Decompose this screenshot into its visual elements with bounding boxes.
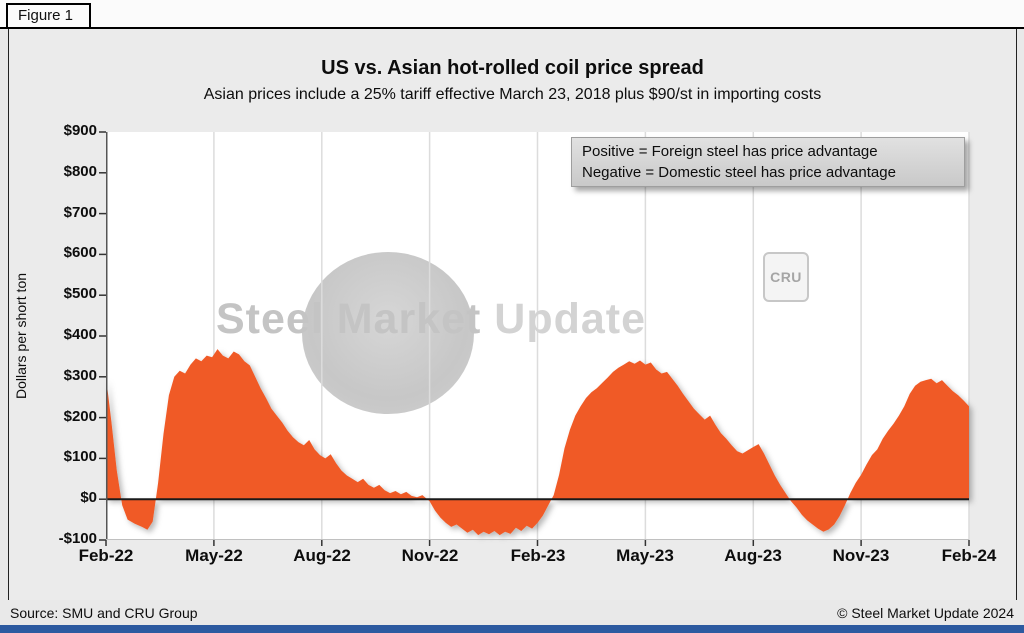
chart-subtitle: Asian prices include a 25% tariff effect… [203, 86, 822, 103]
x-axis-tick-label: May-22 [185, 546, 243, 565]
cru-badge-label: CRU [770, 269, 802, 285]
footer-source: Source: SMU and CRU Group [10, 605, 198, 621]
x-axis-tick-label: May-23 [616, 546, 674, 565]
legend-note-line-negative: Negative = Domestic steel has price adva… [582, 164, 896, 181]
y-axis-tick-label: $500 [63, 285, 97, 302]
x-axis-tick-label: Feb-23 [510, 546, 566, 565]
chart-card: US vs. Asian hot-rolled coil price sprea… [8, 29, 1017, 601]
y-axis-tick-label: $400 [63, 326, 97, 343]
y-axis-labels: $900 $800 $700 $600 $500 $400 $300 $200 $100 $0 -$… [9, 122, 97, 547]
top-strip: Figure 1 [0, 0, 1024, 29]
y-axis-tick-label: $100 [63, 448, 97, 465]
y-axis-tick-label: $900 [63, 122, 97, 139]
figure-tab[interactable]: Figure 1 [6, 3, 92, 27]
cru-globe-watermark-icon [302, 252, 474, 414]
bottom-brand-bar [0, 625, 1024, 633]
y-axis-tick-label: $700 [63, 204, 97, 221]
y-axis-tick-label: $0 [80, 489, 97, 506]
footer-copyright: © Steel Market Update 2024 [837, 605, 1014, 621]
x-axis-tick-label: Nov-22 [401, 546, 459, 565]
y-axis-tick-label: $600 [63, 244, 97, 261]
chart-title: US vs. Asian hot-rolled coil price sprea… [321, 57, 704, 79]
legend-note-box: Positive = Foreign steel has price advan… [571, 137, 965, 187]
plot-area: CRU Steel Market Update [99, 131, 970, 546]
y-axis-tick-label: $300 [63, 367, 97, 384]
figure-tab-label: Figure 1 [18, 7, 74, 24]
x-axis-tick-label: Feb-22 [78, 546, 134, 565]
x-axis-tick-label: Nov-23 [832, 546, 890, 565]
y-axis-tick-label: -$100 [58, 530, 97, 547]
steel-market-update-watermark: Steel Market Update [216, 295, 646, 344]
watermark-text-light: Update [494, 295, 647, 343]
x-axis-tick-label: Aug-23 [724, 546, 782, 565]
y-axis-tick-label: $800 [63, 163, 97, 180]
x-axis-labels: Feb-22 May-22 Aug-22 Nov-22 Feb-23 May-23 Aug-… [79, 546, 997, 570]
x-axis-tick-label: Feb-24 [941, 546, 997, 565]
area-chart-svg [99, 131, 970, 546]
footer: Source: SMU and CRU Group © Steel Market… [0, 600, 1024, 625]
cru-badge-watermark: CRU [763, 252, 809, 302]
watermark-text-bold: Steel Market [216, 295, 495, 343]
legend-note-line-positive: Positive = Foreign steel has price advan… [582, 143, 878, 160]
y-axis-tick-label: $200 [63, 408, 97, 425]
x-axis-tick-label: Aug-22 [293, 546, 351, 565]
